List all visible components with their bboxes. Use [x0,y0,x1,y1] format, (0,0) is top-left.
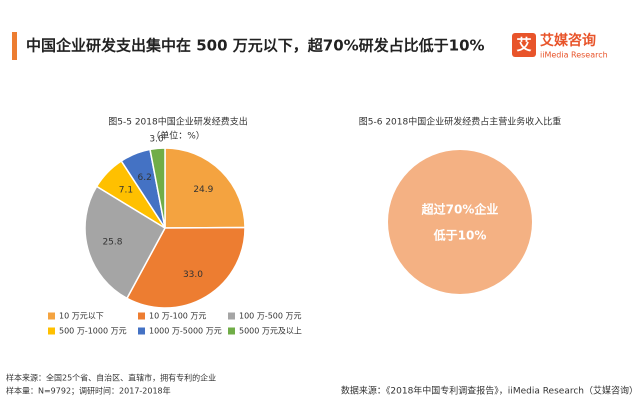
legend-swatch [228,312,235,320]
legend-swatch [48,327,55,335]
chart-subtitle: （单位：%） [151,130,205,142]
page-title: 中国企业研发支出集中在 500 万元以下，超70%研发占比低于10% [26,37,485,55]
legend-swatch [138,327,145,335]
data-label: 3.0 [149,134,164,144]
logo-mark: 艾 [516,36,531,54]
legend-label: 10 万-100 万元 [149,312,206,321]
highlight-circle [388,150,532,294]
data-label: 33.0 [183,270,203,280]
logo-icon [512,33,536,57]
pie-slice [149,147,166,229]
footer-note: 样本来源：全国25个省、自治区、直辖市，拥有专利的企业 [6,373,216,383]
pie-slice [164,147,246,229]
footer-note: 样本量：N=9792；调研时间：2017-2018年 [6,386,171,396]
data-label: 24.9 [193,185,213,195]
legend-label: 1000 万-5000 万元 [149,327,222,336]
legend-label: 100 万-500 万元 [239,312,302,321]
title-accent [12,32,17,60]
figure2-title: 图5-6 2018中国企业研发经费占主营业务收入比重 [359,116,561,128]
logo-name: 艾媒咨询 [540,32,596,49]
data-label: 25.8 [102,238,122,248]
legend-swatch [228,327,235,335]
legend-swatch [138,312,145,320]
data-label: 7.1 [119,186,133,196]
logo-sub: iiMedia Research [540,51,608,60]
pie-slice [84,185,166,300]
circle-text: 超过70%企业 [421,202,499,217]
footer-source: 数据来源：《2018年中国专利调查报告》，iiMedia Research（艾媒… [341,385,638,397]
data-label: 6.2 [137,173,151,183]
pie-slice [125,226,246,309]
chart-title: 图5-5 2018中国企业研发经费支出 [108,116,247,128]
legend-label: 5000 万元及以上 [239,327,302,336]
circle-text: 低于10% [433,228,487,243]
legend-label: 500 万-1000 万元 [59,327,127,336]
legend-label: 10 万元以下 [59,312,104,321]
legend-swatch [48,312,55,320]
